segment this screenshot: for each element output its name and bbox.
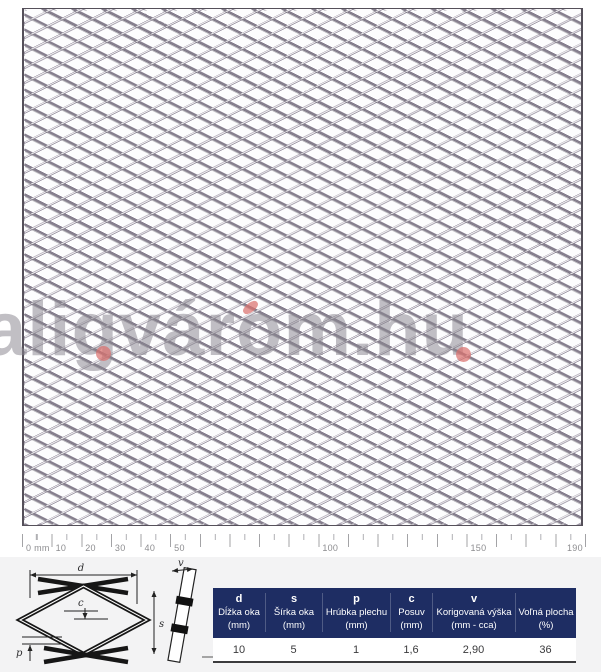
dimension-label-d: d bbox=[78, 563, 84, 574]
spec-table-values: 10 5 1 1,6 2,90 36 bbox=[213, 638, 576, 661]
col-unit: (mm) bbox=[282, 620, 306, 631]
value-c: 1,6 bbox=[403, 643, 419, 656]
dim-line-v bbox=[171, 567, 194, 573]
dimension-label-c: c bbox=[78, 598, 84, 609]
value-v: 2,90 bbox=[462, 643, 485, 656]
value-p: 1 bbox=[352, 643, 360, 656]
header-cell-v: v Korigovaná výška (mm - cca) bbox=[432, 593, 515, 632]
mesh-strand bbox=[43, 645, 129, 665]
header-cell-c: c Posuv (mm) bbox=[390, 593, 432, 632]
value-d: 10 bbox=[232, 643, 246, 656]
value-open-area: 36 bbox=[539, 643, 552, 656]
ruler-ticks-minor bbox=[22, 534, 586, 540]
watermark-red-dot bbox=[96, 346, 111, 361]
watermark-red-dot bbox=[456, 347, 471, 362]
spec-table-header: d Dĺžka oka (mm) s Šírka oka (mm) p Hrúb… bbox=[213, 588, 576, 638]
col-unit: (mm - cca) bbox=[451, 620, 497, 631]
table-bottom-rule bbox=[213, 661, 576, 663]
col-name: Korigovaná výška bbox=[436, 607, 512, 618]
ruler-label: 10 bbox=[55, 543, 67, 553]
col-unit: (%) bbox=[538, 620, 554, 631]
dimension-label-v: v bbox=[178, 558, 184, 569]
dimension-label-p: p bbox=[16, 648, 23, 659]
header-cell-s: s Šírka oka (mm) bbox=[265, 593, 322, 632]
header-cell-d: d Dĺžka oka (mm) bbox=[213, 593, 265, 632]
spec-table: d Dĺžka oka (mm) s Šírka oka (mm) p Hrúb… bbox=[213, 588, 576, 663]
col-name: Šírka oka bbox=[273, 607, 315, 618]
value-s: 5 bbox=[290, 643, 297, 656]
mesh-diamond-inner bbox=[18, 585, 149, 655]
col-letter: p bbox=[353, 593, 360, 605]
col-letter: s bbox=[290, 593, 298, 605]
ruler-label: 150 bbox=[470, 543, 487, 553]
col-letter: v bbox=[470, 593, 478, 605]
col-name: Hrúbka plechu bbox=[325, 607, 388, 618]
header-cell-p: p Hrúbka plechu (mm) bbox=[322, 593, 390, 632]
diagram-svg: d s c p bbox=[15, 558, 215, 665]
col-unit: (mm) bbox=[345, 620, 368, 631]
ruler: 0 mm 10 20 30 40 50 100 150 190 bbox=[22, 534, 586, 558]
col-unit: (mm) bbox=[227, 620, 251, 631]
col-name: Voľná plocha bbox=[518, 607, 574, 618]
mesh-side-view bbox=[167, 566, 197, 664]
watermark-text: aligvárom.hu bbox=[0, 287, 469, 372]
col-letter: d bbox=[235, 593, 243, 605]
ruler-label: 0 mm bbox=[26, 543, 50, 553]
ruler-label: 100 bbox=[322, 543, 339, 553]
col-name: Dĺžka oka bbox=[218, 607, 260, 618]
mesh-photo bbox=[22, 8, 583, 526]
col-unit: (mm) bbox=[400, 620, 423, 631]
ruler-label: 40 bbox=[144, 543, 156, 553]
ruler-label: 20 bbox=[85, 543, 96, 553]
col-name: Posuv bbox=[398, 607, 425, 618]
dimension-label-s: s bbox=[159, 619, 164, 630]
ruler-label: 190 bbox=[567, 543, 583, 553]
header-cell-open-area: Voľná plocha (%) bbox=[515, 593, 576, 632]
mesh-dimension-diagram: d s c p bbox=[6, 558, 218, 670]
col-letter: c bbox=[408, 593, 415, 605]
ruler-label: 30 bbox=[114, 543, 126, 553]
ruler-label: 50 bbox=[174, 543, 185, 553]
